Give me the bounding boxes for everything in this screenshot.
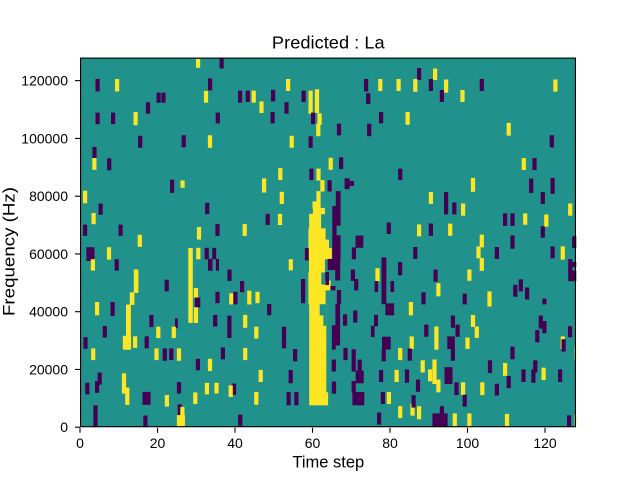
svg-text:120000: 120000 (21, 73, 68, 89)
svg-text:40000: 40000 (29, 304, 68, 320)
svg-text:20: 20 (150, 435, 166, 451)
svg-text:0: 0 (76, 435, 84, 451)
svg-text:100000: 100000 (21, 130, 68, 146)
svg-text:80000: 80000 (29, 188, 68, 204)
svg-text:80: 80 (382, 435, 398, 451)
svg-text:20000: 20000 (29, 361, 68, 377)
svg-text:Predicted : La: Predicted : La (272, 33, 385, 53)
svg-text:40: 40 (227, 435, 243, 451)
svg-text:Frequency (Hz): Frequency (Hz) (1, 187, 19, 316)
svg-text:60: 60 (305, 435, 321, 451)
svg-text:120: 120 (533, 435, 557, 451)
svg-text:0: 0 (60, 419, 68, 435)
svg-text:Time step: Time step (292, 454, 364, 472)
svg-text:60000: 60000 (29, 246, 68, 262)
svg-text:100: 100 (456, 435, 480, 451)
